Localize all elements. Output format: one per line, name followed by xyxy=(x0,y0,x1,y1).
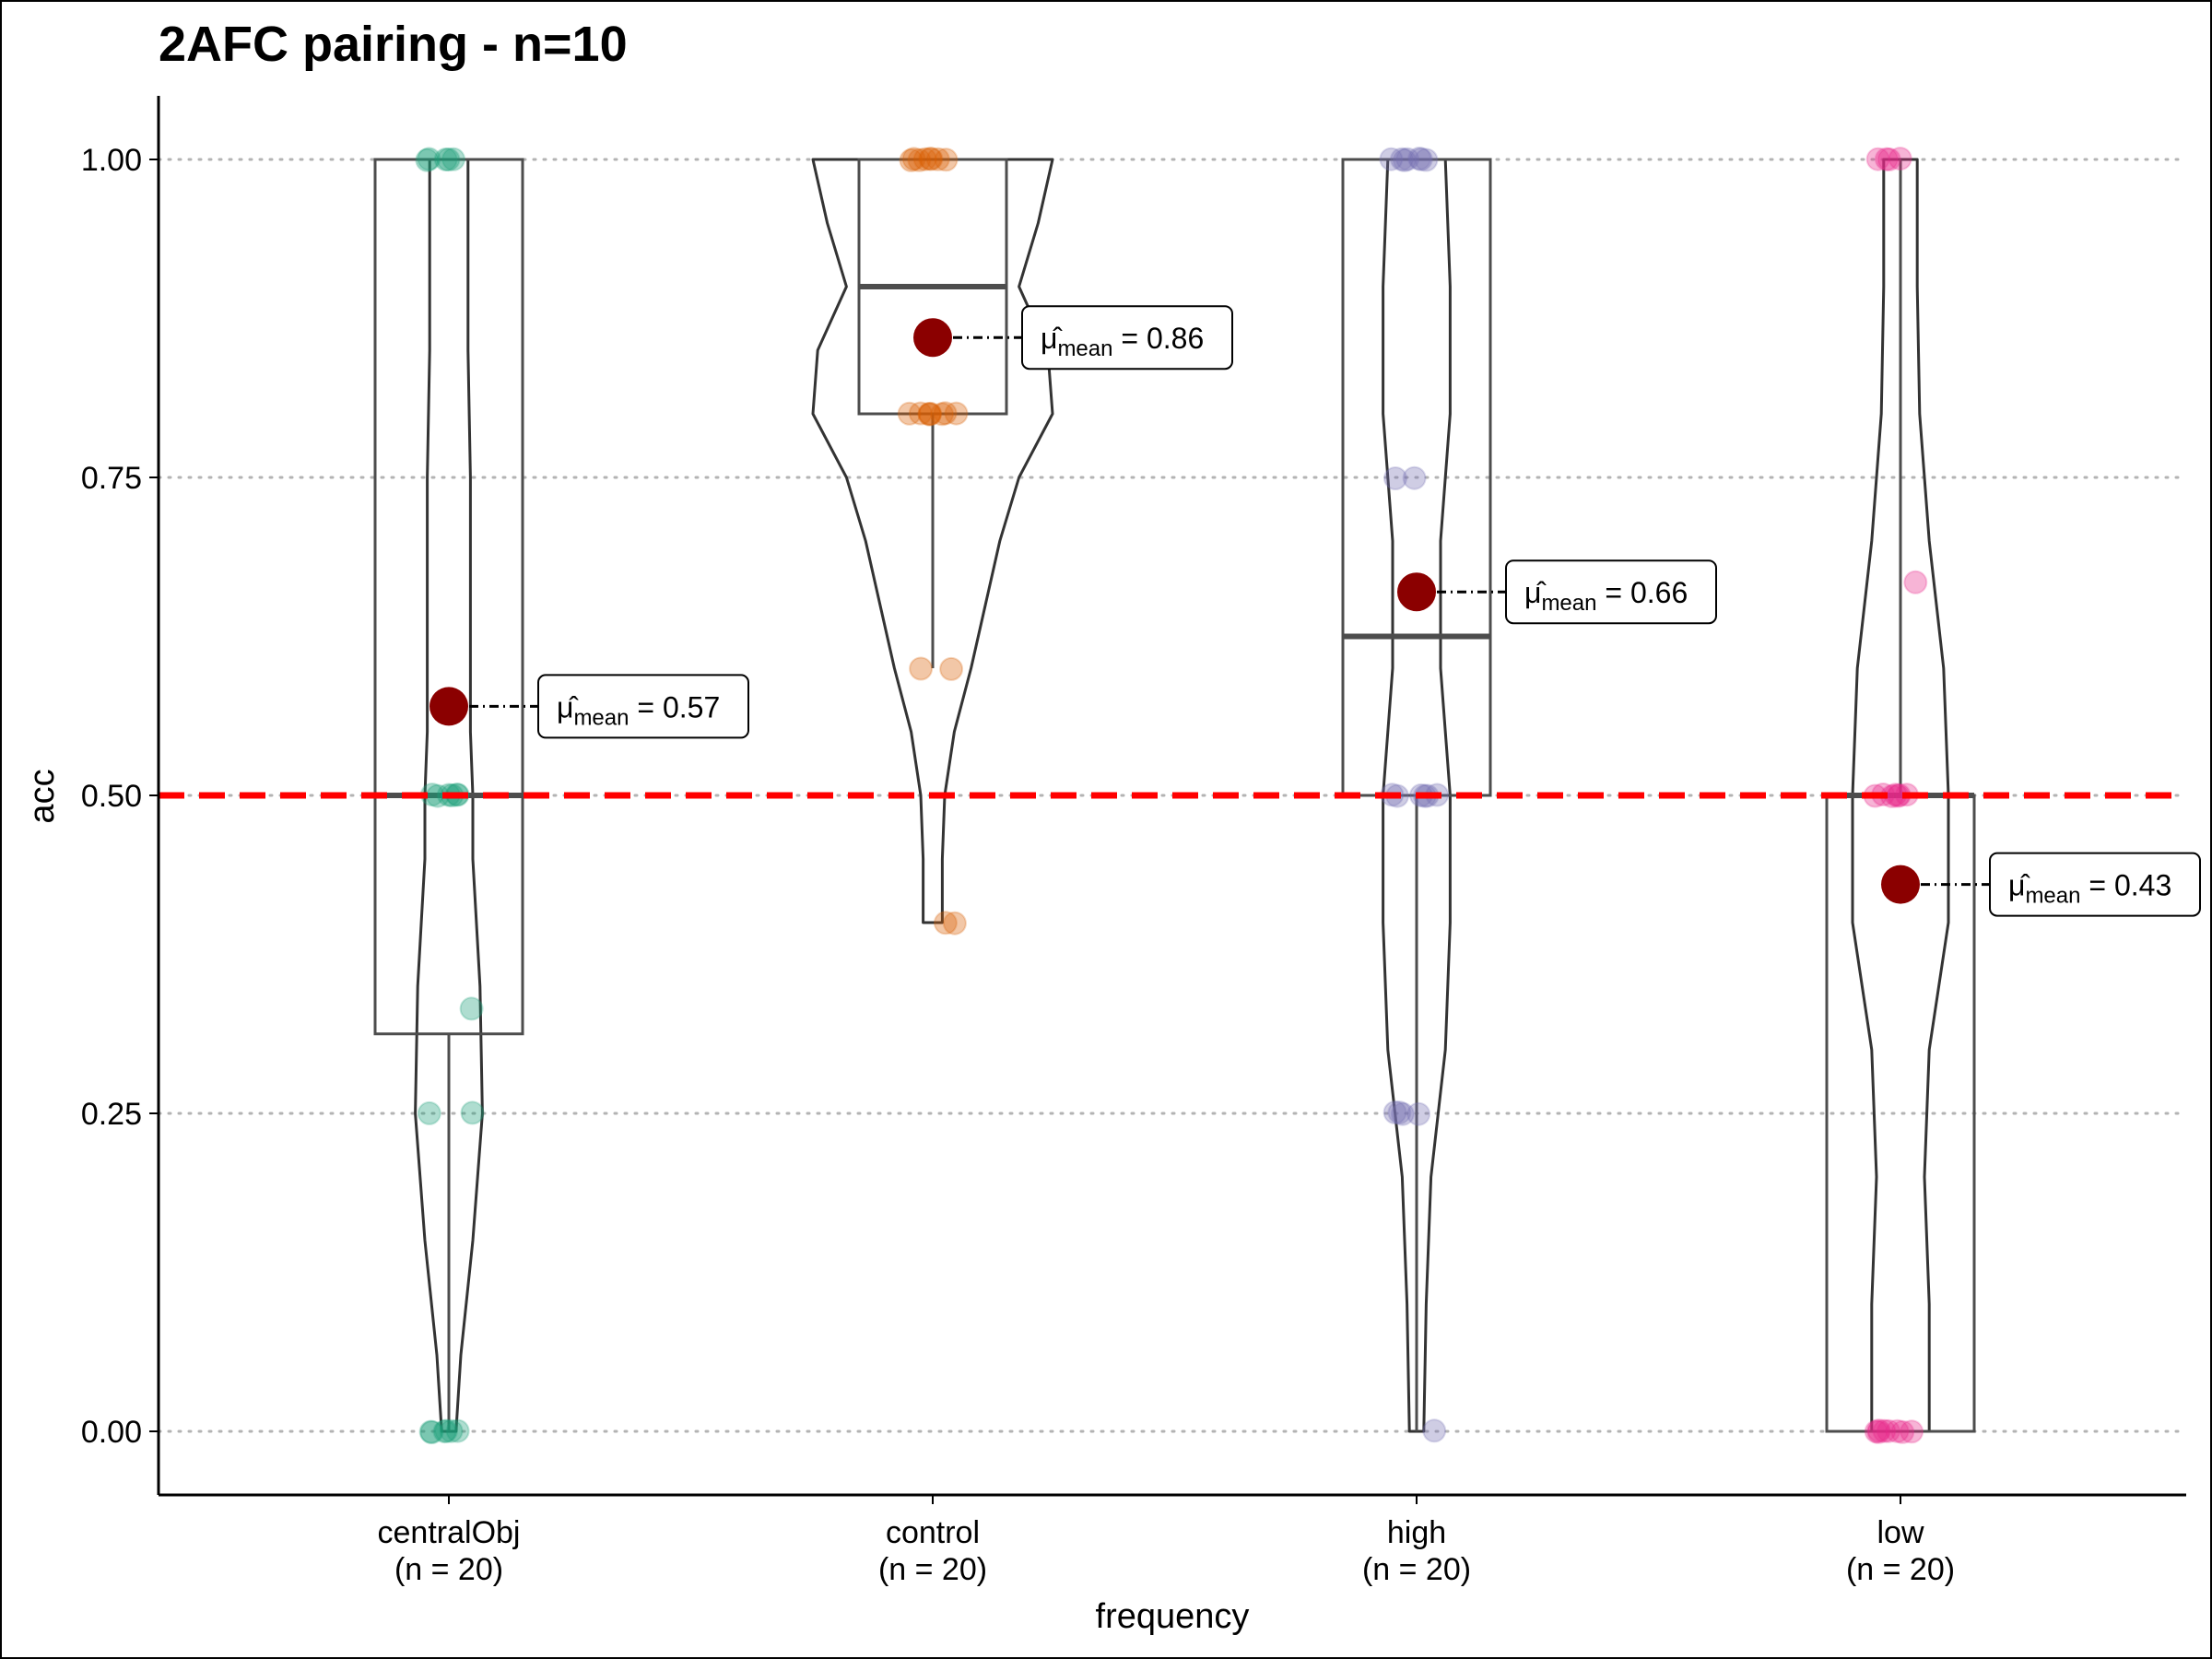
data-point-low xyxy=(1877,147,1901,171)
data-point-control xyxy=(944,401,969,426)
data-point-low xyxy=(1864,1419,1888,1444)
data-point-low xyxy=(1874,147,1899,171)
x-tick-n-label-low: (n = 20) xyxy=(1846,1552,1955,1587)
data-point-control xyxy=(933,911,958,935)
data-point-high xyxy=(1387,1100,1412,1125)
mean-label-high: μ̂mean = 0.66 xyxy=(1524,576,1688,616)
data-point-high xyxy=(1395,147,1420,171)
data-point-control xyxy=(912,147,937,171)
mean-layer: μ̂mean = 0.57μ̂mean = 0.86μ̂mean = 0.66μ… xyxy=(429,305,2201,917)
data-point-high xyxy=(1382,1100,1407,1124)
data-point-centralObj xyxy=(434,1418,458,1443)
data-point-control xyxy=(897,401,922,426)
data-point-high xyxy=(1407,147,1432,171)
data-point-high xyxy=(1390,1101,1415,1126)
data-point-control xyxy=(907,147,932,172)
y-tick-label: 1.00 xyxy=(81,143,142,178)
x-tick-label-centralObj: centralObj xyxy=(378,1515,521,1550)
data-point-control xyxy=(934,147,959,172)
x-tick-label-low: low xyxy=(1877,1515,1924,1550)
y-tick-label: 0.25 xyxy=(81,1097,142,1132)
data-point-control xyxy=(901,147,926,171)
data-point-high xyxy=(1390,147,1414,171)
data-point-high xyxy=(1414,147,1439,172)
data-point-control xyxy=(908,401,933,426)
data-point-control xyxy=(942,911,967,935)
data-point-control xyxy=(919,147,944,171)
y-tick-label: 0.00 xyxy=(81,1415,142,1450)
data-point-high xyxy=(1379,147,1404,171)
mean-label-box-centralObj xyxy=(537,674,749,739)
mean-label-box-high xyxy=(1505,559,1717,625)
data-point-centralObj xyxy=(419,1420,444,1444)
data-point-high xyxy=(1383,466,1407,490)
data-point-low xyxy=(1903,570,1928,594)
data-point-centralObj xyxy=(418,1419,443,1444)
y-axis-label: acc xyxy=(23,769,62,823)
data-point-high xyxy=(1406,1101,1431,1126)
data-point-high xyxy=(1392,147,1417,172)
data-point-low xyxy=(1900,1419,1924,1444)
data-point-centralObj xyxy=(417,1100,441,1125)
data-point-low xyxy=(1872,1418,1897,1443)
violin-low xyxy=(1851,158,1950,1433)
data-point-low xyxy=(1888,147,1912,171)
data-point-low xyxy=(1877,1418,1900,1443)
data-point-control xyxy=(909,656,934,681)
data-point-control xyxy=(917,402,942,426)
data-point-centralObj xyxy=(445,1418,470,1443)
box-centralObj xyxy=(373,158,524,1036)
mean-point-centralObj xyxy=(429,687,468,726)
data-point-centralObj xyxy=(436,147,461,172)
data-point-centralObj xyxy=(415,147,440,172)
mean-point-control xyxy=(913,318,952,358)
data-point-centralObj xyxy=(439,1418,464,1443)
data-point-centralObj xyxy=(459,996,484,1021)
violin-control xyxy=(811,158,1054,924)
data-point-control xyxy=(899,147,924,172)
data-point-low xyxy=(1865,147,1890,171)
data-point-control xyxy=(939,656,964,681)
x-axis-label: frequency xyxy=(1096,1597,1250,1636)
x-tick-label-high: high xyxy=(1387,1515,1446,1550)
data-point-centralObj xyxy=(460,1100,485,1125)
data-point-control xyxy=(918,147,943,171)
y-tick-label: 0.75 xyxy=(81,461,142,496)
point-layer xyxy=(415,147,1928,1444)
data-point-control xyxy=(933,401,958,426)
x-tick-n-label-control: (n = 20) xyxy=(878,1552,987,1587)
chart-title: 2AFC pairing - n=10 xyxy=(159,17,628,72)
mean-label-box-control xyxy=(1021,305,1233,371)
data-point-control xyxy=(930,402,955,427)
data-point-low xyxy=(1866,1418,1891,1443)
data-point-control xyxy=(918,401,943,426)
y-tick-label: 0.50 xyxy=(81,779,142,814)
data-point-high xyxy=(1408,147,1433,171)
mean-label-box-low xyxy=(1989,852,2201,917)
data-point-high xyxy=(1402,465,1427,490)
data-point-low xyxy=(1885,1418,1910,1443)
data-point-control xyxy=(917,402,942,427)
mean-point-low xyxy=(1881,865,1920,904)
data-point-high xyxy=(1422,1418,1447,1443)
data-point-centralObj xyxy=(432,1419,457,1444)
x-tick-n-label-centralObj: (n = 20) xyxy=(394,1552,503,1587)
x-tick-label-control: control xyxy=(886,1515,980,1550)
data-point-centralObj xyxy=(433,147,458,171)
mean-label-control: μ̂mean = 0.86 xyxy=(1041,322,1204,361)
data-point-centralObj xyxy=(441,147,465,171)
data-point-low xyxy=(1866,1419,1891,1444)
data-point-centralObj xyxy=(417,147,441,171)
x-tick-n-label-high: (n = 20) xyxy=(1362,1552,1471,1587)
mean-point-high xyxy=(1397,572,1436,612)
data-point-low xyxy=(1890,1419,1915,1444)
data-point-control xyxy=(925,147,950,171)
axis-layer: centralObj(n = 20)control(n = 20)high(n … xyxy=(81,96,2186,1587)
